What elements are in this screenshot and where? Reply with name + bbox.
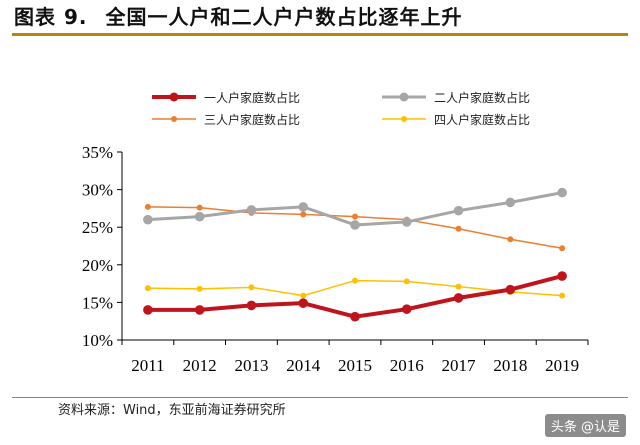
legend-swatch-3 bbox=[152, 116, 196, 122]
y-tick-label: 15% bbox=[82, 293, 113, 312]
data-point-4 bbox=[455, 283, 462, 290]
x-tick-label: 2011 bbox=[131, 356, 164, 375]
legend-swatch-4 bbox=[382, 116, 426, 122]
figure-title: 图表 9. 全国一人户和二人户户数占比逐年上升 bbox=[14, 2, 462, 32]
data-point-4 bbox=[300, 292, 307, 299]
data-point-3 bbox=[507, 236, 514, 243]
data-point-2 bbox=[453, 205, 464, 216]
data-point-4 bbox=[248, 284, 255, 291]
data-point-2 bbox=[401, 217, 412, 227]
data-point-4 bbox=[403, 278, 410, 285]
x-tick-label: 2015 bbox=[338, 356, 372, 375]
y-tick-label: 10% bbox=[82, 331, 113, 350]
data-point-1 bbox=[350, 311, 360, 322]
data-point-3 bbox=[144, 203, 151, 210]
data-point-2 bbox=[505, 197, 516, 208]
figure-number: 图表 9. bbox=[14, 5, 88, 29]
data-point-3 bbox=[455, 225, 462, 232]
data-point-1 bbox=[401, 304, 412, 314]
data-point-3 bbox=[196, 204, 203, 211]
x-tick-label: 2016 bbox=[390, 356, 424, 375]
legend-item-4: 四人户家庭数占比 bbox=[380, 110, 530, 128]
figure-title-text: 全国一人户和二人户户数占比逐年上升 bbox=[105, 5, 463, 29]
source-note: 资料来源：Wind，东亚前海证券研究所 bbox=[58, 403, 286, 418]
data-point-4 bbox=[352, 277, 358, 284]
x-tick-label: 2019 bbox=[545, 356, 579, 375]
x-tick-label: 2017 bbox=[442, 356, 477, 375]
x-tick-label: 2018 bbox=[493, 356, 527, 375]
y-tick-label: 20% bbox=[82, 256, 113, 275]
data-point-3 bbox=[300, 211, 307, 218]
source-rule bbox=[12, 397, 628, 398]
title-rule bbox=[12, 33, 628, 36]
data-point-3 bbox=[352, 213, 358, 220]
legend-label-3: 三人户家庭数占比 bbox=[204, 112, 301, 127]
data-point-1 bbox=[505, 284, 516, 295]
legend-label-4: 四人户家庭数占比 bbox=[434, 112, 531, 127]
data-point-2 bbox=[350, 220, 360, 230]
legend-swatch-2 bbox=[382, 92, 426, 102]
data-point-2 bbox=[298, 202, 309, 212]
legend-label-1: 一人户家庭数占比 bbox=[204, 90, 301, 105]
y-tick-label: 35% bbox=[82, 143, 113, 162]
chart-legend: 一人户家庭数占比 二人户家庭数占比 三人户家庭数占比 四人户家庭数占比 bbox=[150, 88, 610, 128]
x-tick-label: 2013 bbox=[234, 356, 268, 375]
data-point-1 bbox=[298, 298, 309, 308]
data-point-2 bbox=[246, 205, 257, 215]
y-tick-label: 30% bbox=[82, 181, 113, 200]
data-point-2 bbox=[194, 211, 205, 222]
y-tick-label: 25% bbox=[82, 218, 113, 237]
data-point-4 bbox=[559, 292, 566, 299]
x-tick-label: 2012 bbox=[183, 356, 217, 375]
data-point-3 bbox=[559, 245, 566, 252]
data-point-2 bbox=[557, 187, 567, 198]
data-point-4 bbox=[196, 285, 203, 292]
data-point-1 bbox=[246, 300, 257, 311]
watermark: 头条 @认是 bbox=[544, 414, 626, 437]
legend-label-2: 二人户家庭数占比 bbox=[434, 90, 531, 105]
data-point-1 bbox=[557, 271, 567, 281]
data-point-1 bbox=[143, 305, 153, 315]
x-tick-label: 2014 bbox=[286, 356, 321, 375]
legend-item-3: 三人户家庭数占比 bbox=[150, 110, 300, 128]
data-point-1 bbox=[453, 293, 464, 303]
legend-item-1: 一人户家庭数占比 bbox=[150, 88, 300, 106]
data-point-4 bbox=[144, 285, 151, 292]
legend-item-2: 二人户家庭数占比 bbox=[380, 88, 530, 106]
data-point-2 bbox=[143, 214, 153, 225]
legend-swatch-1 bbox=[152, 92, 196, 102]
data-point-1 bbox=[194, 305, 205, 315]
